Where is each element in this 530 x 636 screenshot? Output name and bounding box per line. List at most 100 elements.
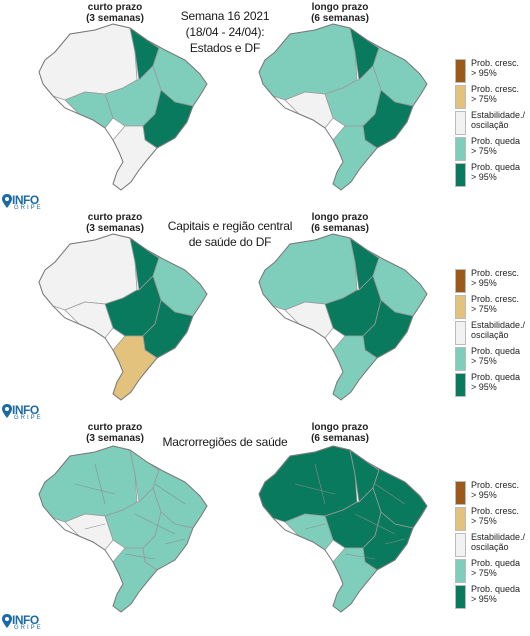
logo-name: INFO (12, 193, 39, 207)
map-subdivision (74, 483, 116, 495)
map-region-west (284, 513, 334, 551)
map-outline (38, 445, 208, 613)
logo-sub: GRIPE (14, 205, 43, 211)
map-outline (38, 233, 208, 401)
map-region-west (284, 301, 334, 339)
map-subdivision (384, 538, 406, 545)
map-subdivision (344, 553, 376, 560)
legend-label: Prob. cresc. > 95% (471, 268, 520, 288)
legend-swatch (455, 373, 466, 397)
legend-row1: Prob. cresc. > 95% Prob. cresc. > 75% Esta… (455, 58, 530, 188)
map-region-west (64, 513, 114, 551)
map-region-west (64, 91, 114, 129)
legend-swatch (455, 163, 466, 187)
infogripe-logo-row1: INFO GRIPE (2, 193, 62, 216)
legend-swatch (455, 481, 466, 505)
legend-swatch (455, 85, 466, 109)
map-row2-long-term (258, 233, 428, 401)
map-subdivision (374, 483, 406, 505)
map-subdivision (294, 483, 336, 495)
row2-title: Capitais e região central de saúde do DF (167, 219, 293, 249)
row1-title: Semana 16 2021 (18/04 - 24/04): Estados … (180, 9, 270, 55)
legend-item: Prob. cresc. > 75% (455, 506, 530, 532)
legend-item: Estabilidade./ oscilação (455, 110, 530, 136)
legend-label: Prob. queda > 75% (471, 346, 521, 366)
row1-left-header: curto prazo (3 semanas) (86, 2, 144, 24)
legend-item: Prob. cresc. > 95% (455, 58, 530, 84)
map-row1-short-term (38, 23, 208, 191)
legend-swatch (455, 533, 466, 557)
legend-item: Prob. queda > 95% (455, 162, 530, 188)
legend-item: Prob. queda > 75% (455, 558, 530, 584)
map-region-west (64, 301, 114, 339)
legend-swatch (455, 507, 466, 531)
map-subdivision (94, 463, 106, 505)
map-subdivision (314, 463, 326, 505)
legend-item: Prob. queda > 75% (455, 346, 530, 372)
legend-label: Estabilidade./ oscilação (471, 320, 526, 340)
row1-right-header: longo prazo (6 semanas) (311, 2, 369, 24)
map-row2-short-term (38, 233, 208, 401)
legend-label: Prob. queda > 95% (471, 372, 521, 392)
legend-label: Estabilidade./ oscilação (471, 532, 526, 552)
legend-swatch (455, 295, 466, 319)
legend-item: Prob. cresc. > 95% (455, 268, 530, 294)
row3-right-header: longo prazo (6 semanas) (311, 422, 369, 444)
map-row3-short-term (38, 445, 208, 613)
legend-swatch (455, 111, 466, 135)
map-row1-long-term (258, 23, 428, 191)
logo-name: INFO (12, 613, 39, 627)
legend-item: Prob. queda > 95% (455, 372, 530, 398)
legend-item: Prob. cresc. > 95% (455, 480, 530, 506)
map-subdivision (304, 523, 326, 530)
infogripe-logo-row2: INFO GRIPE (2, 403, 62, 426)
legend-swatch (455, 347, 466, 371)
map-outline (258, 233, 428, 401)
row3-title: Macrorregiões de saúde (162, 435, 288, 449)
map-outline (38, 23, 208, 191)
row3-left-header: curto prazo (3 semanas) (86, 422, 144, 444)
legend-row3: Prob. cresc. > 95% Prob. cresc. > 75% Esta… (455, 480, 530, 610)
legend-item: Prob. cresc. > 75% (455, 294, 530, 320)
legend-swatch (455, 585, 466, 609)
legend-item: Estabilidade./ oscilação (455, 532, 530, 558)
legend-label: Prob. cresc. > 75% (471, 84, 520, 104)
map-subdivision (84, 523, 106, 530)
legend-item: Prob. queda > 75% (455, 136, 530, 162)
row2-left-header: curto prazo (3 semanas) (86, 212, 144, 234)
map-outline (258, 445, 428, 613)
legend-label: Prob. cresc. > 75% (471, 506, 520, 526)
legend-swatch (455, 269, 466, 293)
map-row3-long-term (258, 445, 428, 613)
map-subdivision (354, 513, 396, 535)
map-subdivision (124, 553, 156, 560)
map-subdivision (164, 538, 186, 545)
legend-swatch (455, 59, 466, 83)
legend-swatch (455, 321, 466, 345)
legend-label: Prob. queda > 95% (471, 162, 521, 182)
legend-item: Prob. queda > 95% (455, 584, 530, 610)
map-subdivision (134, 513, 176, 535)
legend-label: Prob. cresc. > 95% (471, 480, 520, 500)
legend-label: Prob. cresc. > 95% (471, 58, 520, 78)
location-pin-icon (2, 614, 12, 628)
location-pin-icon (2, 194, 12, 208)
legend-label: Prob. queda > 75% (471, 558, 521, 578)
location-pin-icon (2, 404, 12, 418)
map-outline (258, 23, 428, 191)
legend-row2: Prob. cresc. > 95% Prob. cresc. > 75% Esta… (455, 268, 530, 398)
logo-sub: GRIPE (14, 415, 43, 421)
legend-swatch (455, 137, 466, 161)
infogripe-logo-row3: INFO GRIPE (2, 613, 62, 636)
logo-name: INFO (12, 403, 39, 417)
legend-item: Estabilidade./ oscilação (455, 320, 530, 346)
legend-item: Prob. cresc. > 75% (455, 84, 530, 110)
logo-sub: GRIPE (14, 625, 43, 631)
map-region-west (284, 91, 334, 129)
map-subdivision (154, 483, 186, 505)
legend-label: Prob. queda > 95% (471, 584, 521, 604)
legend-swatch (455, 559, 466, 583)
row2-right-header: longo prazo (6 semanas) (311, 212, 369, 234)
legend-label: Prob. queda > 75% (471, 136, 521, 156)
legend-label: Prob. cresc. > 75% (471, 294, 520, 314)
